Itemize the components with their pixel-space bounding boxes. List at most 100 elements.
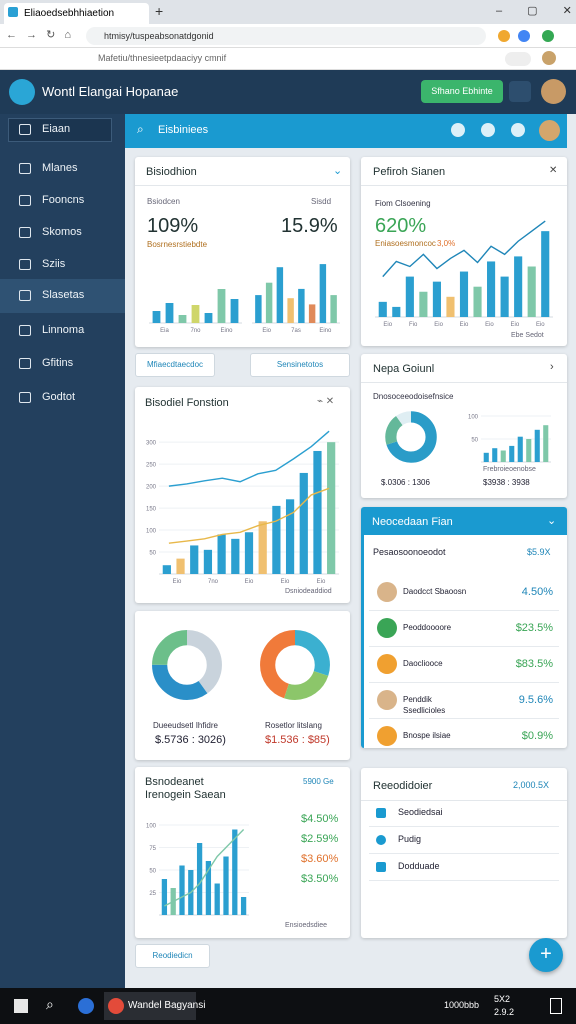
chevron[interactable]: ›: [550, 361, 554, 373]
y-tick-label: 50: [149, 551, 156, 557]
row-icon: [377, 726, 397, 746]
icon-button[interactable]: [509, 81, 531, 102]
sidebar-item[interactable]: Fooncns: [42, 194, 85, 206]
bar: [287, 298, 294, 323]
avatar[interactable]: [541, 79, 566, 104]
x-tick-label: Eio: [485, 322, 494, 328]
y-tick-label: 100: [468, 415, 479, 421]
start-button[interactable]: [14, 999, 28, 1013]
value: $.5736 : 3026): [155, 734, 226, 746]
nav-buttons[interactable]: ← → ↻ ⌂: [6, 29, 72, 41]
x-tick-label: Eio: [460, 322, 469, 328]
ext-icon[interactable]: [542, 30, 554, 42]
ext-icon[interactable]: [518, 30, 530, 42]
card-title: Bsnodeanet Irenogein Saean: [145, 776, 226, 801]
avatar[interactable]: [539, 120, 560, 141]
top-icon[interactable]: [511, 123, 525, 137]
browser-tab[interactable]: Eliaoedsebhhiaetion: [4, 3, 149, 24]
dropdown[interactable]: ⌄: [547, 515, 557, 527]
row-icon: [377, 654, 397, 674]
sidebar-item[interactable]: Slasetas: [42, 289, 85, 301]
bar: [541, 231, 550, 317]
sidebar-item[interactable]: Gfitins: [42, 357, 74, 369]
bar: [419, 291, 428, 317]
bar: [152, 311, 161, 323]
app-icon[interactable]: [78, 998, 94, 1014]
kpi-value: 15.9%: [281, 215, 338, 237]
stat-value: $3.60%: [301, 853, 339, 865]
bookmarks[interactable]: Mafetiu/thnesieetpdaaciyy cmnif: [98, 53, 227, 63]
bar: [161, 879, 168, 915]
row-value: 4.50%: [521, 586, 553, 598]
list-item[interactable]: Seodiedsai: [398, 807, 443, 817]
y-tick-label: 25: [149, 891, 156, 897]
sub-value: $5.9X: [527, 547, 551, 557]
sub: 3,0%: [437, 239, 456, 248]
y-tick-label: 50: [471, 438, 478, 444]
new-tab[interactable]: +: [155, 3, 164, 19]
x-tick-label: Fio: [409, 322, 418, 328]
kpi-label: Sisdd: [311, 197, 332, 206]
row-icon: [377, 690, 397, 710]
sidebar-item[interactable]: Sziis: [42, 258, 66, 270]
clock-time: 5X2: [494, 994, 511, 1004]
dropdown[interactable]: ⌄: [333, 165, 343, 177]
card-button[interactable]: Mfiaecdtaecdoc: [135, 353, 215, 377]
card-title: Nepa Goiunl: [373, 363, 435, 375]
mini-chart: Eia 7no Eino: [149, 289, 242, 334]
row-value: 9.5.6%: [518, 694, 553, 706]
search-icon[interactable]: ⌕: [137, 122, 144, 136]
row-value: $0.9%: [521, 730, 553, 742]
close[interactable]: ✕: [549, 165, 558, 176]
sidebar-item[interactable]: Godtot: [42, 391, 76, 403]
top-icon[interactable]: [451, 123, 465, 137]
donut-segment: [385, 411, 437, 463]
list-item[interactable]: Dodduade: [398, 861, 440, 871]
fab[interactable]: +: [529, 938, 563, 972]
trend-line: [168, 430, 330, 487]
x-tick-label: Eio: [536, 322, 545, 328]
ext-icon[interactable]: [498, 30, 510, 42]
kpi-sub: Bosrnesrstiebdte: [147, 240, 208, 249]
url-field[interactable]: htmisy/tuspeabsonatdgonid: [86, 27, 486, 45]
header-button[interactable]: Sfhano Ebhinte: [421, 80, 503, 103]
bar: [203, 549, 213, 574]
card-actions[interactable]: ⌁ ✕: [317, 396, 335, 407]
taskbar: ⌕ Wandel Bagyansi 1000bbb 5X2 2.9.2: [0, 988, 576, 1024]
row-value: $83.5%: [515, 658, 553, 670]
notifications[interactable]: [550, 998, 562, 1014]
bar: [230, 299, 239, 323]
sidebar-item[interactable]: Eiaan: [42, 123, 71, 135]
sidebar: Eiaan Mlanes Fooncns Skomos Sziis Slasetas Lin…: [0, 114, 125, 988]
bookmark-chip[interactable]: [505, 52, 531, 66]
divider: [369, 682, 559, 683]
sidebar-item[interactable]: Linnoma: [42, 324, 85, 336]
bar: [165, 303, 174, 323]
search-button[interactable]: ⌕: [46, 996, 54, 1012]
profile-icon[interactable]: [542, 51, 556, 65]
card-title: Pefiroh Sianen: [373, 166, 446, 178]
sub: Pesaosoonoeodot: [373, 547, 446, 557]
card-button[interactable]: Sensinetotos: [250, 353, 350, 377]
list-item[interactable]: Pudig: [398, 834, 422, 844]
y-tick-label: 150: [146, 507, 157, 513]
divider: [369, 646, 559, 647]
window-controls[interactable]: – ▢ ✕: [496, 5, 572, 17]
card: Dueeudsetl Ihfidre $.5736 : 3026) Rosetl…: [135, 611, 350, 760]
sidebar-icon: [19, 325, 31, 336]
label: Fiom Clsoening: [375, 199, 431, 208]
sidebar-item[interactable]: Mlanes: [42, 162, 78, 174]
top-icon[interactable]: [481, 123, 495, 137]
divider: [369, 610, 559, 611]
bottom-button[interactable]: Reodiedicn: [135, 944, 210, 968]
card: Reeodidoier 2,000.5X Seodiedsai Pudig Dodd…: [361, 768, 567, 938]
divider: [361, 185, 567, 186]
bar: [526, 439, 532, 462]
sidebar-item[interactable]: Skomos: [42, 226, 82, 238]
search-text[interactable]: Eisbiniees: [158, 124, 209, 136]
x-tick-label: Eio: [173, 579, 182, 585]
combo-chart: 50 100 150 200 250 300 Eio 7no Eio Eio Eio: [146, 430, 339, 585]
donut-segment: [260, 630, 330, 700]
donut-segment: [152, 630, 222, 700]
bar: [509, 445, 515, 462]
